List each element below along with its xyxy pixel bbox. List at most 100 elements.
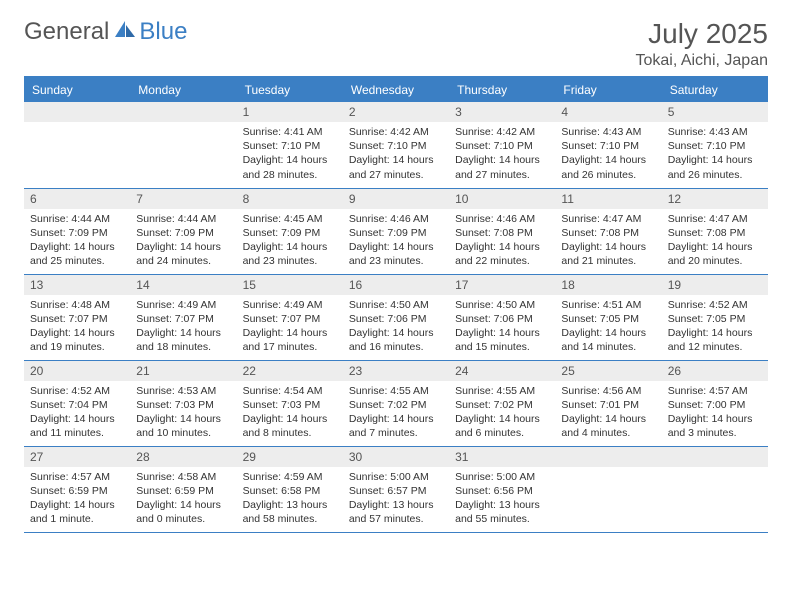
day-number: 26	[662, 361, 768, 381]
title-block: July 2025 Tokai, Aichi, Japan	[635, 18, 768, 70]
location: Tokai, Aichi, Japan	[635, 52, 768, 70]
day-number: 11	[555, 189, 661, 209]
calendar-cell: 29Sunrise: 4:59 AMSunset: 6:58 PMDayligh…	[237, 446, 343, 532]
calendar-cell: 18Sunrise: 4:51 AMSunset: 7:05 PMDayligh…	[555, 274, 661, 360]
calendar-cell: 13Sunrise: 4:48 AMSunset: 7:07 PMDayligh…	[24, 274, 130, 360]
calendar-cell: 17Sunrise: 4:50 AMSunset: 7:06 PMDayligh…	[449, 274, 555, 360]
day-content: Sunrise: 4:46 AMSunset: 7:09 PMDaylight:…	[343, 209, 449, 273]
day-content: Sunrise: 4:54 AMSunset: 7:03 PMDaylight:…	[237, 381, 343, 445]
day-number: 18	[555, 275, 661, 295]
weekday-header: Sunday	[24, 78, 130, 102]
day-content: Sunrise: 5:00 AMSunset: 6:57 PMDaylight:…	[343, 467, 449, 531]
day-content	[24, 122, 130, 172]
day-content: Sunrise: 4:52 AMSunset: 7:05 PMDaylight:…	[662, 295, 768, 359]
day-number: 27	[24, 447, 130, 467]
day-number: 2	[343, 102, 449, 122]
day-number: 5	[662, 102, 768, 122]
day-number: 15	[237, 275, 343, 295]
day-number: 10	[449, 189, 555, 209]
day-content: Sunrise: 4:49 AMSunset: 7:07 PMDaylight:…	[237, 295, 343, 359]
calendar-cell: 5Sunrise: 4:43 AMSunset: 7:10 PMDaylight…	[662, 102, 768, 188]
day-content: Sunrise: 4:55 AMSunset: 7:02 PMDaylight:…	[343, 381, 449, 445]
page-header: General Blue July 2025 Tokai, Aichi, Jap…	[24, 18, 768, 70]
day-content: Sunrise: 4:47 AMSunset: 7:08 PMDaylight:…	[555, 209, 661, 273]
calendar-cell: 12Sunrise: 4:47 AMSunset: 7:08 PMDayligh…	[662, 188, 768, 274]
weekday-header: Tuesday	[237, 78, 343, 102]
day-content: Sunrise: 4:42 AMSunset: 7:10 PMDaylight:…	[449, 122, 555, 186]
calendar-table: SundayMondayTuesdayWednesdayThursdayFrid…	[24, 78, 768, 533]
day-number: 17	[449, 275, 555, 295]
day-number	[662, 447, 768, 467]
month-year: July 2025	[635, 18, 768, 50]
day-content: Sunrise: 4:42 AMSunset: 7:10 PMDaylight:…	[343, 122, 449, 186]
day-number: 19	[662, 275, 768, 295]
day-number	[24, 102, 130, 122]
brand-logo: General Blue	[24, 18, 187, 46]
day-content: Sunrise: 4:49 AMSunset: 7:07 PMDaylight:…	[130, 295, 236, 359]
calendar-cell: 24Sunrise: 4:55 AMSunset: 7:02 PMDayligh…	[449, 360, 555, 446]
calendar-cell: 2Sunrise: 4:42 AMSunset: 7:10 PMDaylight…	[343, 102, 449, 188]
day-number: 31	[449, 447, 555, 467]
day-content: Sunrise: 4:47 AMSunset: 7:08 PMDaylight:…	[662, 209, 768, 273]
day-number	[130, 102, 236, 122]
day-number	[555, 447, 661, 467]
calendar-cell: 31Sunrise: 5:00 AMSunset: 6:56 PMDayligh…	[449, 446, 555, 532]
day-content: Sunrise: 5:00 AMSunset: 6:56 PMDaylight:…	[449, 467, 555, 531]
day-content: Sunrise: 4:52 AMSunset: 7:04 PMDaylight:…	[24, 381, 130, 445]
weekday-header-row: SundayMondayTuesdayWednesdayThursdayFrid…	[24, 78, 768, 102]
weekday-header: Monday	[130, 78, 236, 102]
day-number: 22	[237, 361, 343, 381]
brand-word2: Blue	[139, 18, 187, 46]
weekday-header: Friday	[555, 78, 661, 102]
day-content	[130, 122, 236, 172]
day-content: Sunrise: 4:55 AMSunset: 7:02 PMDaylight:…	[449, 381, 555, 445]
calendar-cell: 16Sunrise: 4:50 AMSunset: 7:06 PMDayligh…	[343, 274, 449, 360]
day-number: 25	[555, 361, 661, 381]
day-content	[662, 467, 768, 517]
calendar-cell: 25Sunrise: 4:56 AMSunset: 7:01 PMDayligh…	[555, 360, 661, 446]
brand-word1: General	[24, 18, 109, 46]
day-content: Sunrise: 4:48 AMSunset: 7:07 PMDaylight:…	[24, 295, 130, 359]
calendar-cell	[662, 446, 768, 532]
calendar-cell: 28Sunrise: 4:58 AMSunset: 6:59 PMDayligh…	[130, 446, 236, 532]
calendar-week-row: 1Sunrise: 4:41 AMSunset: 7:10 PMDaylight…	[24, 102, 768, 188]
day-content: Sunrise: 4:57 AMSunset: 6:59 PMDaylight:…	[24, 467, 130, 531]
day-content: Sunrise: 4:53 AMSunset: 7:03 PMDaylight:…	[130, 381, 236, 445]
day-number: 7	[130, 189, 236, 209]
calendar-cell: 9Sunrise: 4:46 AMSunset: 7:09 PMDaylight…	[343, 188, 449, 274]
day-number: 14	[130, 275, 236, 295]
brand-sail-icon	[109, 18, 139, 46]
day-number: 4	[555, 102, 661, 122]
calendar-cell	[555, 446, 661, 532]
calendar-cell: 26Sunrise: 4:57 AMSunset: 7:00 PMDayligh…	[662, 360, 768, 446]
day-content: Sunrise: 4:50 AMSunset: 7:06 PMDaylight:…	[343, 295, 449, 359]
calendar-cell: 3Sunrise: 4:42 AMSunset: 7:10 PMDaylight…	[449, 102, 555, 188]
day-number: 12	[662, 189, 768, 209]
day-content: Sunrise: 4:51 AMSunset: 7:05 PMDaylight:…	[555, 295, 661, 359]
day-number: 3	[449, 102, 555, 122]
calendar-cell: 21Sunrise: 4:53 AMSunset: 7:03 PMDayligh…	[130, 360, 236, 446]
day-number: 20	[24, 361, 130, 381]
calendar-cell: 20Sunrise: 4:52 AMSunset: 7:04 PMDayligh…	[24, 360, 130, 446]
day-content: Sunrise: 4:41 AMSunset: 7:10 PMDaylight:…	[237, 122, 343, 186]
day-content: Sunrise: 4:50 AMSunset: 7:06 PMDaylight:…	[449, 295, 555, 359]
calendar-cell: 6Sunrise: 4:44 AMSunset: 7:09 PMDaylight…	[24, 188, 130, 274]
calendar-cell	[24, 102, 130, 188]
day-number: 16	[343, 275, 449, 295]
calendar-week-row: 6Sunrise: 4:44 AMSunset: 7:09 PMDaylight…	[24, 188, 768, 274]
calendar-cell: 14Sunrise: 4:49 AMSunset: 7:07 PMDayligh…	[130, 274, 236, 360]
calendar-cell: 27Sunrise: 4:57 AMSunset: 6:59 PMDayligh…	[24, 446, 130, 532]
calendar-cell: 23Sunrise: 4:55 AMSunset: 7:02 PMDayligh…	[343, 360, 449, 446]
day-content: Sunrise: 4:44 AMSunset: 7:09 PMDaylight:…	[24, 209, 130, 273]
day-number: 13	[24, 275, 130, 295]
calendar-cell: 7Sunrise: 4:44 AMSunset: 7:09 PMDaylight…	[130, 188, 236, 274]
day-content: Sunrise: 4:56 AMSunset: 7:01 PMDaylight:…	[555, 381, 661, 445]
day-content: Sunrise: 4:58 AMSunset: 6:59 PMDaylight:…	[130, 467, 236, 531]
calendar-cell: 10Sunrise: 4:46 AMSunset: 7:08 PMDayligh…	[449, 188, 555, 274]
calendar-cell	[130, 102, 236, 188]
day-number: 8	[237, 189, 343, 209]
calendar-cell: 19Sunrise: 4:52 AMSunset: 7:05 PMDayligh…	[662, 274, 768, 360]
day-content: Sunrise: 4:59 AMSunset: 6:58 PMDaylight:…	[237, 467, 343, 531]
day-number: 30	[343, 447, 449, 467]
day-number: 21	[130, 361, 236, 381]
